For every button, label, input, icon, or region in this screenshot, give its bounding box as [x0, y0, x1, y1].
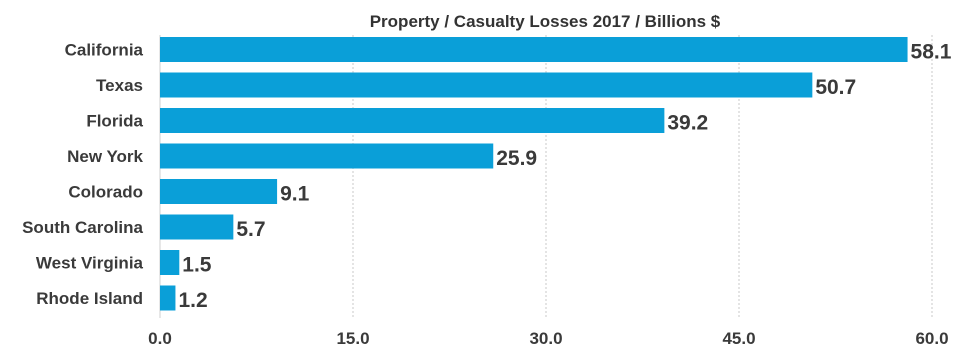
- bar-new-york: [160, 143, 494, 169]
- x-tick-label: 30.0: [529, 329, 562, 348]
- category-label-rhode-island: Rhode Island: [36, 289, 143, 308]
- value-labels: 58.1 50.7 39.2 25.9 9.1 5.7 1.5 1.2: [178, 41, 951, 313]
- x-tick-label: 15.0: [336, 329, 369, 348]
- value-label-florida: 39.2: [667, 112, 708, 135]
- bars: [160, 37, 908, 311]
- bar-west-virginia: [160, 250, 180, 275]
- bar-south-carolina: [160, 214, 234, 240]
- value-label-west-virginia: 1.5: [182, 254, 212, 277]
- x-tick-label: 0.0: [148, 329, 172, 348]
- bar-florida: [160, 108, 665, 133]
- value-label-texas: 50.7: [815, 76, 856, 99]
- category-label-colorado: Colorado: [68, 183, 143, 202]
- value-label-colorado: 9.1: [280, 183, 310, 206]
- x-axis-ticks: 0.0 15.0 30.0 45.0 60.0: [148, 329, 948, 348]
- chart-title: Property / Casualty Losses 2017 / Billio…: [370, 12, 721, 31]
- bar-rhode-island: [160, 285, 176, 311]
- bar-colorado: [160, 179, 278, 204]
- bar-texas: [160, 72, 813, 98]
- category-label-florida: Florida: [86, 112, 143, 131]
- x-tick-label: 60.0: [915, 329, 948, 348]
- bar-california: [160, 37, 908, 62]
- value-label-south-carolina: 5.7: [236, 218, 265, 241]
- category-label-new-york: New York: [67, 147, 143, 166]
- x-tick-label: 45.0: [722, 329, 755, 348]
- category-labels: California Texas Florida New York Colorado So…: [22, 41, 143, 309]
- category-label-texas: Texas: [96, 76, 143, 95]
- value-label-rhode-island: 1.2: [178, 289, 207, 312]
- value-label-new-york: 25.9: [496, 147, 537, 170]
- category-label-south-carolina: South Carolina: [22, 218, 143, 237]
- value-label-california: 58.1: [911, 41, 952, 64]
- category-label-west-virginia: West Virginia: [36, 254, 144, 273]
- category-label-california: California: [65, 41, 144, 60]
